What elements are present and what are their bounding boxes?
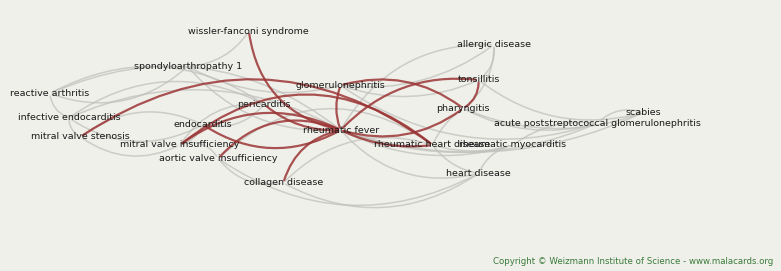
FancyArrowPatch shape: [183, 127, 201, 144]
Text: wissler-fanconi syndrome: wissler-fanconi syndrome: [188, 27, 309, 36]
FancyArrowPatch shape: [433, 110, 461, 143]
FancyArrowPatch shape: [71, 81, 262, 116]
FancyArrowPatch shape: [344, 79, 461, 107]
FancyArrowPatch shape: [343, 87, 594, 139]
FancyArrowPatch shape: [434, 147, 476, 173]
FancyArrowPatch shape: [190, 68, 338, 93]
Text: glomerulonephritis: glomerulonephritis: [296, 81, 386, 90]
FancyArrowPatch shape: [343, 132, 476, 178]
FancyArrowPatch shape: [465, 83, 479, 107]
FancyArrowPatch shape: [190, 69, 338, 131]
FancyArrowPatch shape: [52, 66, 338, 128]
FancyArrowPatch shape: [284, 131, 338, 180]
Text: rheumatic fever: rheumatic fever: [302, 125, 379, 135]
FancyArrowPatch shape: [465, 109, 640, 128]
Text: pericarditis: pericarditis: [237, 100, 291, 109]
FancyArrowPatch shape: [220, 161, 280, 184]
FancyArrowPatch shape: [182, 95, 430, 143]
FancyArrowPatch shape: [191, 33, 248, 66]
Text: rheumatic heart disease: rheumatic heart disease: [374, 140, 490, 150]
Text: tonsillitis: tonsillitis: [458, 75, 500, 85]
FancyArrowPatch shape: [71, 90, 338, 129]
FancyArrowPatch shape: [342, 45, 491, 128]
FancyArrowPatch shape: [220, 109, 430, 157]
FancyArrowPatch shape: [181, 104, 262, 143]
FancyArrowPatch shape: [83, 79, 430, 143]
FancyArrowPatch shape: [83, 138, 177, 156]
Text: mitral valve insufficiency: mitral valve insufficiency: [120, 140, 240, 150]
Text: rheumatic myocarditis: rheumatic myocarditis: [459, 140, 566, 150]
FancyArrowPatch shape: [599, 110, 640, 121]
FancyArrowPatch shape: [343, 131, 430, 146]
FancyArrowPatch shape: [343, 131, 510, 156]
FancyArrowPatch shape: [52, 68, 186, 103]
FancyArrowPatch shape: [344, 124, 594, 153]
Text: scabies: scabies: [626, 108, 661, 117]
Text: spondyloarthropathy 1: spondyloarthropathy 1: [134, 62, 241, 71]
Text: pharyngitis: pharyngitis: [437, 104, 490, 113]
Text: allergic disease: allergic disease: [457, 40, 531, 49]
FancyArrowPatch shape: [183, 143, 216, 156]
FancyArrowPatch shape: [205, 107, 262, 127]
FancyArrowPatch shape: [480, 146, 510, 171]
FancyArrowPatch shape: [337, 88, 340, 127]
Text: reactive arthritis: reactive arthritis: [10, 89, 89, 98]
Text: endocarditis: endocarditis: [173, 120, 232, 129]
FancyArrowPatch shape: [343, 79, 476, 128]
FancyArrowPatch shape: [83, 112, 201, 135]
FancyArrowPatch shape: [435, 146, 510, 151]
Text: Copyright © Weizmann Institute of Science - www.malacards.org: Copyright © Weizmann Institute of Scienc…: [493, 257, 773, 266]
FancyArrowPatch shape: [182, 113, 338, 143]
FancyArrowPatch shape: [249, 34, 338, 130]
Text: collagen disease: collagen disease: [244, 178, 323, 188]
FancyArrowPatch shape: [266, 106, 338, 130]
FancyArrowPatch shape: [205, 126, 338, 148]
Text: heart disease: heart disease: [446, 169, 511, 178]
FancyArrowPatch shape: [220, 121, 338, 156]
FancyArrowPatch shape: [465, 47, 494, 107]
FancyArrowPatch shape: [515, 122, 594, 143]
FancyArrowPatch shape: [286, 175, 476, 208]
FancyArrowPatch shape: [344, 46, 491, 87]
Text: mitral valve stenosis: mitral valve stenosis: [31, 132, 130, 141]
FancyArrowPatch shape: [52, 66, 262, 103]
FancyArrowPatch shape: [344, 114, 640, 152]
FancyArrowPatch shape: [285, 138, 430, 181]
FancyArrowPatch shape: [69, 121, 78, 136]
FancyArrowPatch shape: [220, 160, 476, 205]
FancyArrowPatch shape: [344, 110, 461, 137]
FancyArrowPatch shape: [481, 82, 640, 120]
FancyArrowPatch shape: [50, 96, 66, 117]
FancyArrowPatch shape: [481, 47, 494, 78]
FancyArrowPatch shape: [71, 120, 201, 141]
FancyArrowPatch shape: [465, 110, 594, 130]
Text: infective endocarditis: infective endocarditis: [18, 113, 120, 122]
Text: acute poststreptococcal glomerulonephritis: acute poststreptococcal glomerulonephrit…: [494, 119, 701, 128]
Text: aortic valve insufficiency: aortic valve insufficiency: [159, 154, 277, 163]
FancyArrowPatch shape: [344, 81, 476, 96]
